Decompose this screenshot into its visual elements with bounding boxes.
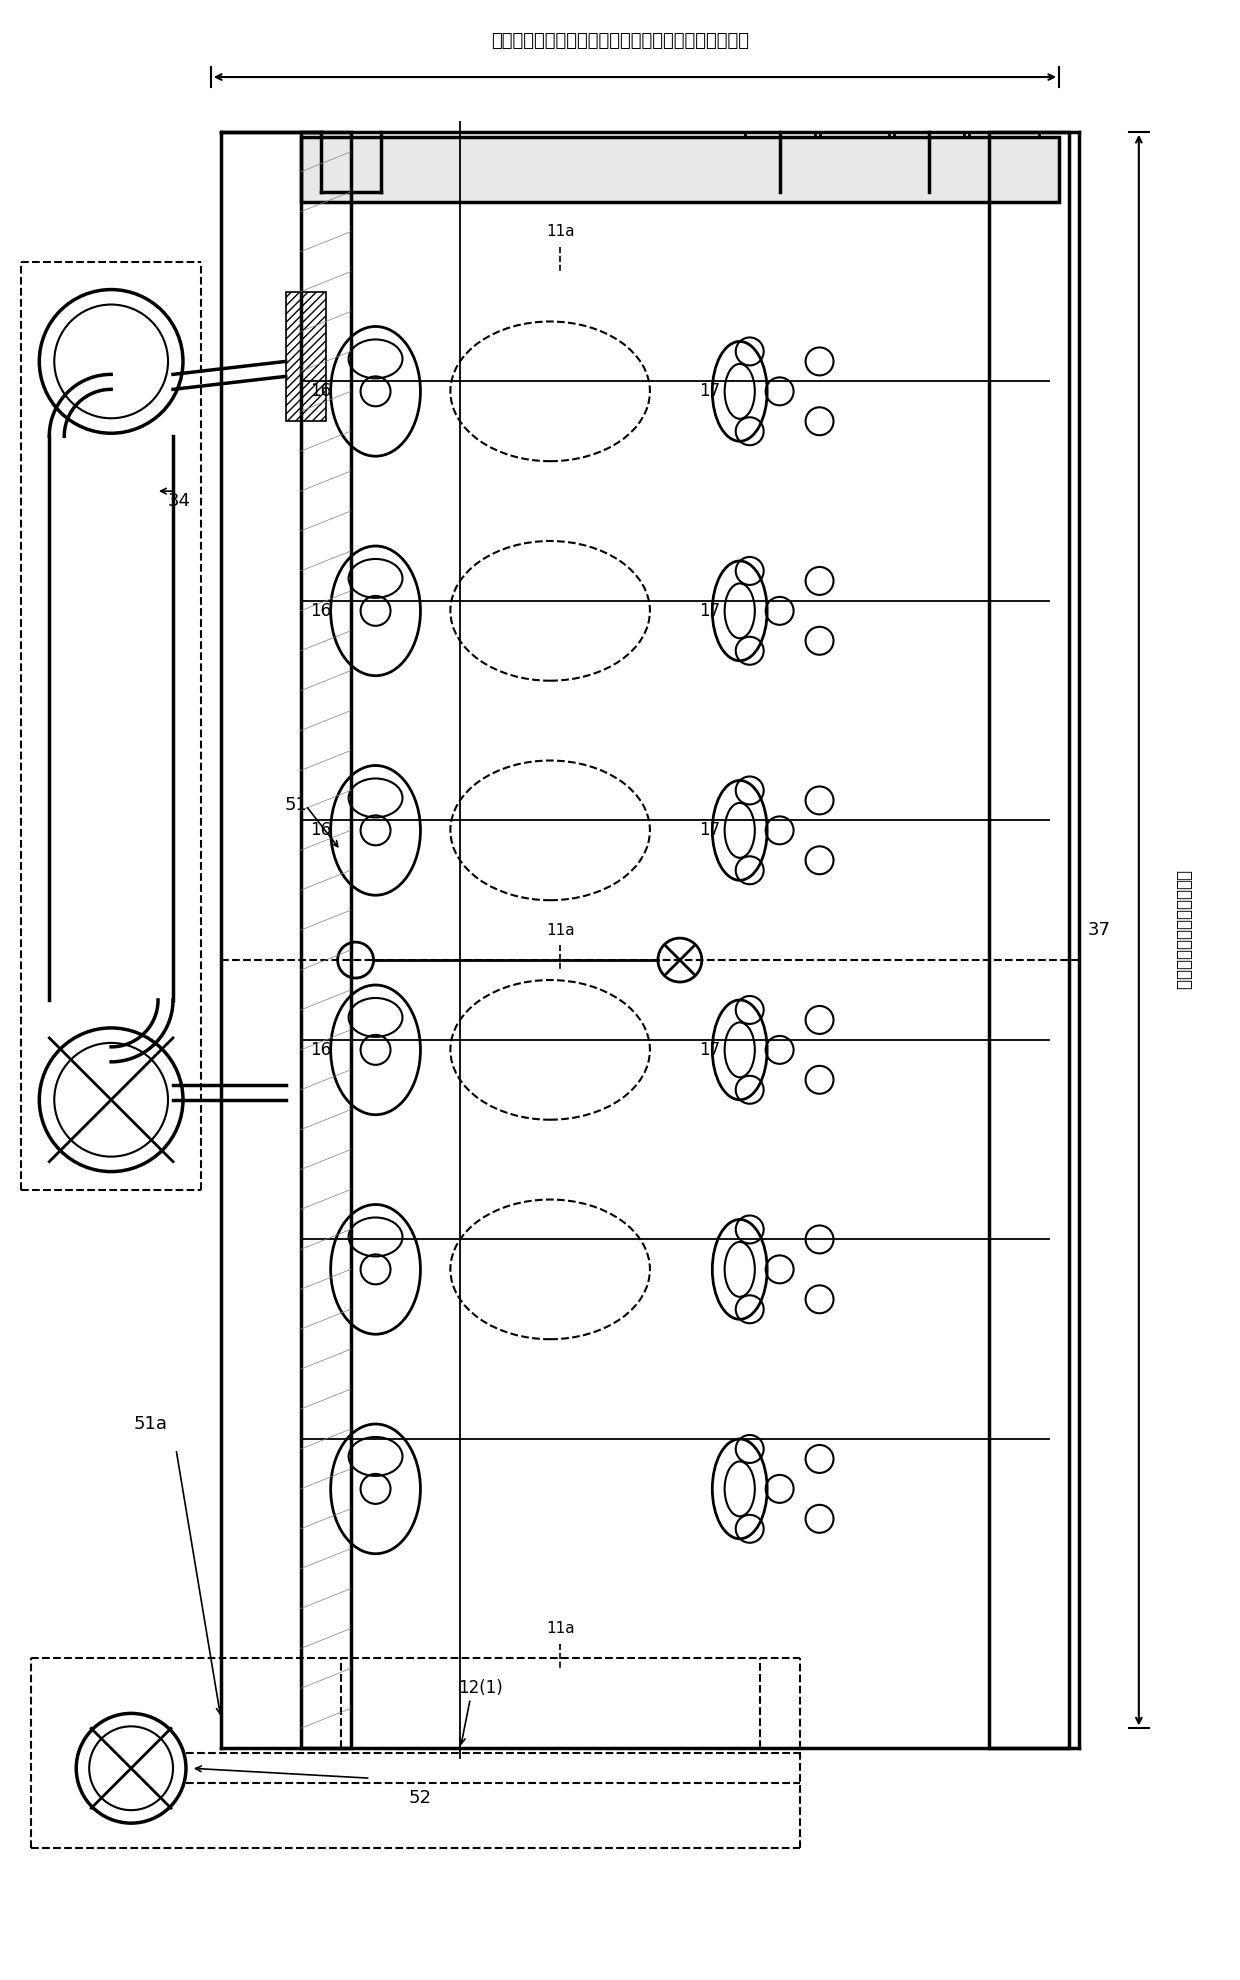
Text: 34: 34 bbox=[167, 493, 191, 511]
Bar bbox=[301, 133, 351, 1748]
Text: 17: 17 bbox=[699, 822, 720, 840]
Text: 12(1): 12(1) bbox=[458, 1679, 502, 1697]
Text: 52: 52 bbox=[409, 1790, 432, 1808]
Text: 11a: 11a bbox=[546, 224, 574, 240]
Bar bbox=[285, 291, 326, 422]
Text: 16: 16 bbox=[310, 1041, 331, 1059]
Text: 51a: 51a bbox=[134, 1416, 169, 1434]
Text: 51: 51 bbox=[284, 796, 308, 814]
Text: 11a: 11a bbox=[546, 1622, 574, 1635]
Bar bbox=[894, 133, 965, 192]
Text: 11a: 11a bbox=[546, 923, 574, 939]
Bar bbox=[820, 133, 889, 192]
Text: 发动机的气缸列方向的长度: 发动机的气缸列方向的长度 bbox=[1174, 869, 1192, 990]
Bar bbox=[990, 133, 1069, 1748]
Text: 16: 16 bbox=[310, 382, 331, 400]
Text: 37: 37 bbox=[1087, 921, 1111, 939]
Text: 17: 17 bbox=[699, 1041, 720, 1059]
Bar bbox=[301, 137, 1059, 202]
Bar bbox=[970, 133, 1039, 192]
Text: 16: 16 bbox=[310, 602, 331, 620]
Text: 柴油发动机及其控制方法、以及柴油发动机的控制装置: 柴油发动机及其控制方法、以及柴油发动机的控制装置 bbox=[491, 32, 749, 50]
Bar bbox=[745, 133, 815, 192]
Text: 16: 16 bbox=[310, 822, 331, 840]
Text: 17: 17 bbox=[699, 602, 720, 620]
Text: 17: 17 bbox=[699, 382, 720, 400]
